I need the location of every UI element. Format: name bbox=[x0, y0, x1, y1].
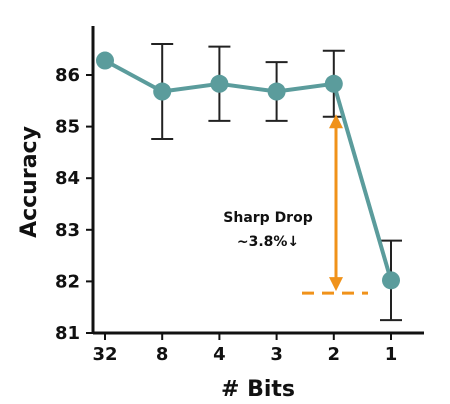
data-point bbox=[96, 51, 114, 70]
x-tick-label: 8 bbox=[156, 344, 169, 365]
annotation-arrowhead-down bbox=[329, 277, 343, 292]
y-tick-label: 85 bbox=[55, 117, 80, 138]
x-tick-label: 32 bbox=[92, 344, 117, 365]
annotation-arrowhead-up bbox=[329, 114, 343, 129]
y-tick-label: 84 bbox=[55, 168, 80, 189]
y-tick-label: 81 bbox=[55, 323, 80, 344]
series-line bbox=[104, 58, 393, 281]
x-tick-label: 2 bbox=[328, 344, 341, 365]
data-point bbox=[267, 82, 286, 101]
x-tick-label: 3 bbox=[270, 344, 283, 365]
data-point bbox=[153, 82, 172, 101]
y-tick-label: 83 bbox=[55, 220, 80, 241]
y-tick-label: 82 bbox=[55, 271, 80, 292]
y-axis-title: Accuracy bbox=[17, 126, 42, 238]
data-point bbox=[324, 74, 343, 93]
x-axis-title: # Bits bbox=[221, 377, 295, 402]
x-tick-label: 1 bbox=[385, 344, 398, 365]
annotation-sharp-drop-label: Sharp Drop bbox=[223, 210, 312, 226]
annotation-drop-percent-label: ~3.8%↓ bbox=[237, 234, 299, 250]
x-tick-label: 4 bbox=[213, 344, 226, 365]
y-tick-label: 86 bbox=[55, 65, 80, 86]
data-point bbox=[382, 271, 400, 290]
data-point bbox=[210, 74, 229, 93]
